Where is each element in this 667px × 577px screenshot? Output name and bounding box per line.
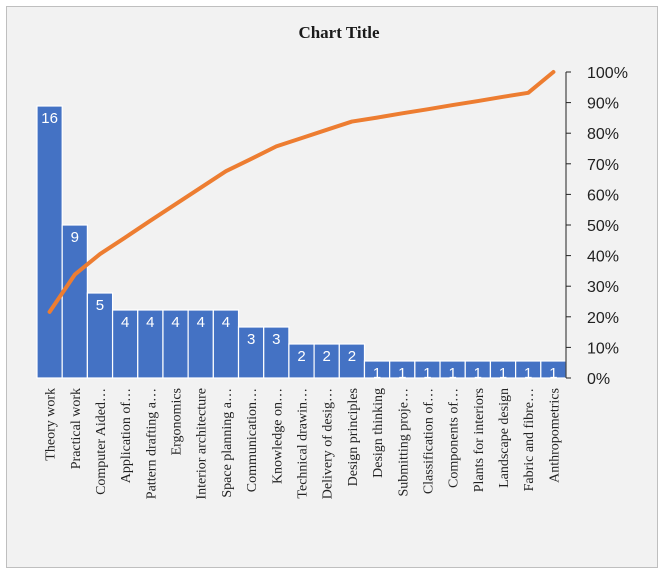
category-label-19: Fabric and fibre… <box>522 388 537 491</box>
data-label-19: 1 <box>524 365 532 382</box>
category-label-7: Space planning a… <box>220 388 235 498</box>
category-label-12: Design principles <box>346 388 361 486</box>
data-label-18: 1 <box>499 365 507 382</box>
category-label-17: Plants for interiors <box>472 388 487 492</box>
category-label-6: Interior architecture <box>195 388 210 500</box>
category-label-13: Design thinking <box>371 388 386 478</box>
y2-tick-label-0: 0% <box>587 371 610 388</box>
bar-6 <box>187 309 214 379</box>
category-label-5: Ergonomics <box>170 388 185 455</box>
category-label-1: Practical work <box>69 388 84 469</box>
data-label-4: 4 <box>146 314 154 331</box>
y2-tick-label-3: 30% <box>587 279 619 296</box>
category-label-16: Components of… <box>447 388 462 488</box>
data-label-9: 3 <box>272 331 280 348</box>
data-label-16: 1 <box>448 365 456 382</box>
data-label-12: 2 <box>348 348 356 365</box>
category-label-0: Theory work <box>44 388 59 461</box>
y2-tick-label-8: 80% <box>587 126 619 143</box>
bar-12 <box>338 343 366 379</box>
bar-9 <box>263 326 290 379</box>
y2-tick-label-4: 40% <box>587 249 619 266</box>
data-label-20: 1 <box>549 365 557 382</box>
category-label-20: Anthropometrics <box>547 388 562 483</box>
data-label-8: 3 <box>247 331 255 348</box>
data-label-10: 2 <box>297 348 305 365</box>
y2-tick-label-10: 100% <box>587 65 628 82</box>
bar-0 <box>36 105 63 379</box>
y2-tick-label-6: 60% <box>587 187 619 204</box>
category-label-8: Communication… <box>245 388 260 492</box>
y2-tick-label-1: 10% <box>587 340 619 357</box>
category-label-9: Knowledge on… <box>270 388 285 484</box>
data-label-15: 1 <box>423 365 431 382</box>
data-label-0: 16 <box>41 110 58 127</box>
y2-tick-label-5: 50% <box>587 218 619 235</box>
y2-tick-label-2: 20% <box>587 310 619 327</box>
bar-2 <box>86 292 114 379</box>
category-label-2: Computer Aided… <box>94 388 109 495</box>
y2-tick-label-7: 70% <box>587 157 619 174</box>
chart-title: Chart Title <box>298 23 380 42</box>
bar-8 <box>237 326 265 379</box>
data-label-2: 5 <box>96 297 104 314</box>
category-label-4: Pattern drafting a… <box>144 388 159 499</box>
category-label-14: Submitting proje… <box>396 388 411 497</box>
y2-tick-label-9: 90% <box>587 96 619 113</box>
bar-7 <box>212 309 240 379</box>
bar-3 <box>111 309 139 379</box>
category-label-10: Technical drawin… <box>296 388 311 499</box>
data-label-17: 1 <box>474 365 482 382</box>
data-label-7: 4 <box>222 314 230 331</box>
data-label-14: 1 <box>398 365 406 382</box>
data-label-5: 4 <box>171 314 179 331</box>
data-label-11: 2 <box>323 348 331 365</box>
bar-1 <box>61 224 88 379</box>
data-label-13: 1 <box>373 365 381 382</box>
chart-frame <box>6 6 658 568</box>
data-label-3: 4 <box>121 314 129 331</box>
cumulative-line <box>47 70 556 314</box>
category-label-18: Landscape design <box>497 388 512 488</box>
data-label-1: 9 <box>71 229 79 246</box>
category-label-11: Delivery of desig… <box>321 388 336 499</box>
data-label-6: 4 <box>197 314 205 331</box>
bar-10 <box>288 343 315 379</box>
category-label-15: Classification of… <box>421 388 436 494</box>
category-label-3: Application of… <box>119 388 134 483</box>
bar-5 <box>162 309 189 379</box>
